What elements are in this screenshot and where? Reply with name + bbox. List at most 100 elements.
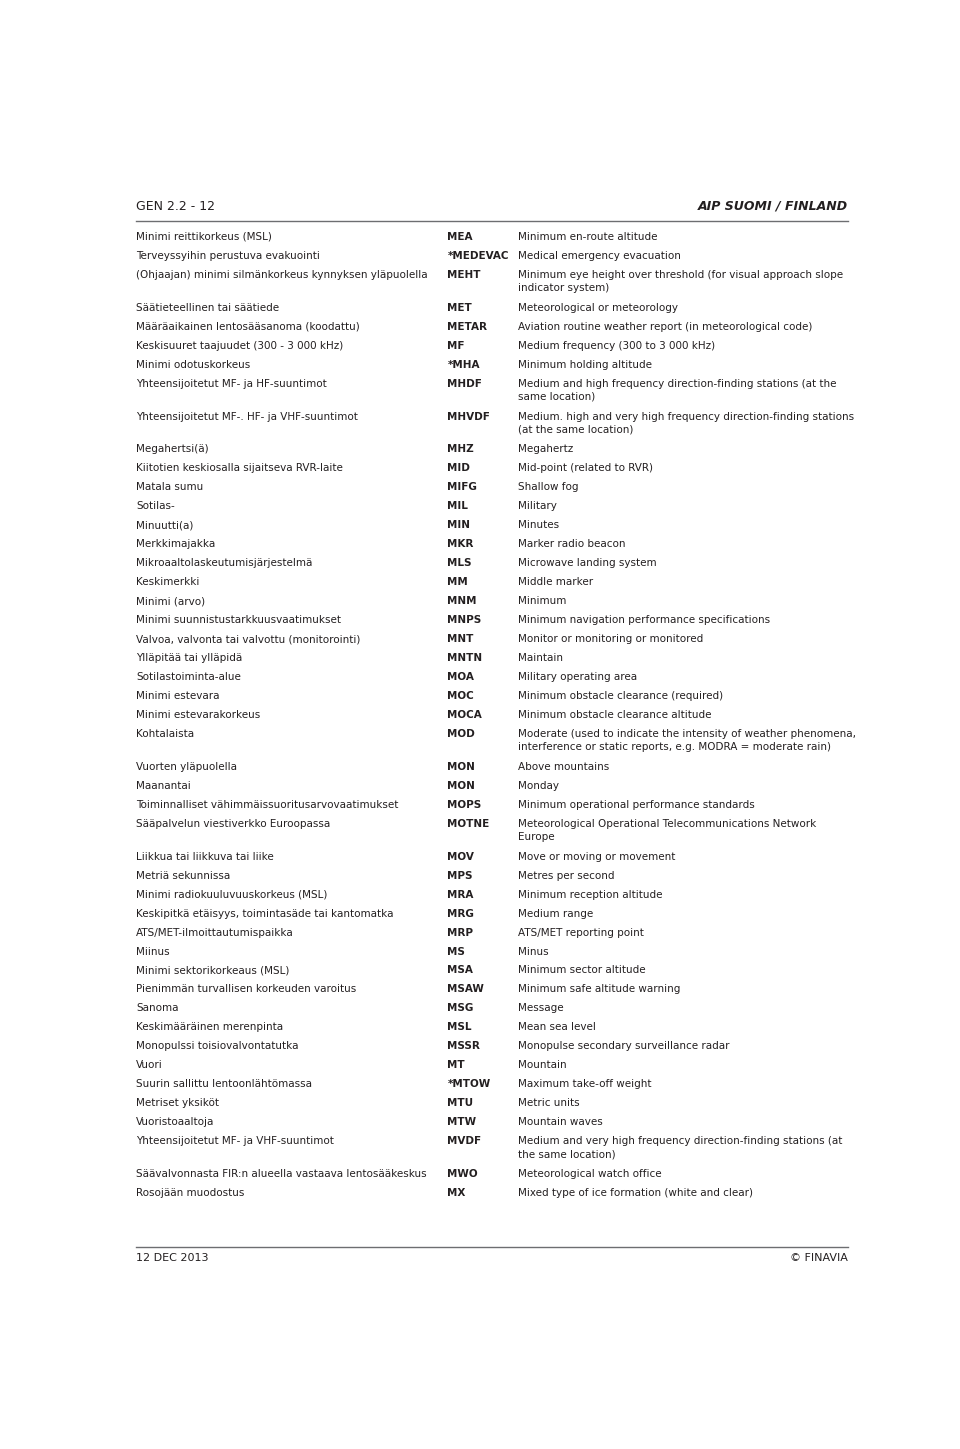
Text: AIP SUOMI / FINLAND: AIP SUOMI / FINLAND: [698, 200, 848, 213]
Text: Metres per second: Metres per second: [518, 871, 614, 881]
Text: MEHT: MEHT: [447, 270, 481, 280]
Text: MHZ: MHZ: [447, 445, 474, 455]
Text: MON: MON: [447, 781, 475, 791]
Text: Meteorological watch office: Meteorological watch office: [518, 1169, 661, 1179]
Text: MM: MM: [447, 577, 468, 587]
Text: Moderate (used to indicate the intensity of weather phenomena,
interference or s: Moderate (used to indicate the intensity…: [518, 729, 856, 752]
Text: Meteorological or meteorology: Meteorological or meteorology: [518, 303, 678, 313]
Text: MHVDF: MHVDF: [447, 412, 491, 422]
Text: MHDF: MHDF: [447, 378, 482, 388]
Text: Mean sea level: Mean sea level: [518, 1023, 596, 1032]
Text: Yhteensijoitetut MF- ja HF-suuntimot: Yhteensijoitetut MF- ja HF-suuntimot: [136, 378, 327, 388]
Text: Metriset yksiköt: Metriset yksiköt: [136, 1098, 220, 1108]
Text: Minimum obstacle clearance altitude: Minimum obstacle clearance altitude: [518, 710, 711, 720]
Text: Toiminnalliset vähimmäissuoritusarvovaatimukset: Toiminnalliset vähimmäissuoritusarvovaat…: [136, 800, 398, 810]
Text: Mountain: Mountain: [518, 1061, 566, 1071]
Text: Minimum navigation performance specifications: Minimum navigation performance specifica…: [518, 616, 770, 625]
Text: Määräaikainen lentosääsanoma (koodattu): Määräaikainen lentosääsanoma (koodattu): [136, 322, 360, 332]
Text: MKR: MKR: [447, 539, 473, 549]
Text: GEN 2.2 - 12: GEN 2.2 - 12: [136, 200, 215, 213]
Text: Megahertz: Megahertz: [518, 445, 573, 455]
Text: Sanoma: Sanoma: [136, 1003, 179, 1013]
Text: Medium and high frequency direction-finding stations (at the
same location): Medium and high frequency direction-find…: [518, 378, 836, 401]
Text: Above mountains: Above mountains: [518, 762, 610, 772]
Text: Minimi (arvo): Minimi (arvo): [136, 596, 205, 606]
Text: Sotilastoiminta-alue: Sotilastoiminta-alue: [136, 672, 241, 682]
Text: MNM: MNM: [447, 596, 477, 606]
Text: Metric units: Metric units: [518, 1098, 580, 1108]
Text: Monitor or monitoring or monitored: Monitor or monitoring or monitored: [518, 635, 704, 645]
Text: Keskimääräinen merenpinta: Keskimääräinen merenpinta: [136, 1023, 283, 1032]
Text: MET: MET: [447, 303, 472, 313]
Text: Merkkimajakka: Merkkimajakka: [136, 539, 216, 549]
Text: Maintain: Maintain: [518, 653, 563, 664]
Text: Minimum reception altitude: Minimum reception altitude: [518, 890, 662, 900]
Text: MOCA: MOCA: [447, 710, 482, 720]
Text: Rosojään muodostus: Rosojään muodostus: [136, 1188, 245, 1198]
Text: Matala sumu: Matala sumu: [136, 483, 204, 493]
Text: MOD: MOD: [447, 729, 475, 739]
Text: Minus: Minus: [518, 946, 549, 956]
Text: MIFG: MIFG: [447, 483, 477, 493]
Text: Terveyssyihin perustuva evakuointi: Terveyssyihin perustuva evakuointi: [136, 251, 321, 261]
Text: Miinus: Miinus: [136, 946, 170, 956]
Text: Yhteensijoitetut MF-. HF- ja VHF-suuntimot: Yhteensijoitetut MF-. HF- ja VHF-suuntim…: [136, 412, 358, 422]
Text: Minimi suunnistustarkkuusvaatimukset: Minimi suunnistustarkkuusvaatimukset: [136, 616, 342, 625]
Text: *MTOW: *MTOW: [447, 1080, 491, 1090]
Text: 12 DEC 2013: 12 DEC 2013: [136, 1253, 209, 1264]
Text: Liikkua tai liikkuva tai liike: Liikkua tai liikkuva tai liike: [136, 852, 275, 862]
Text: Middle marker: Middle marker: [518, 577, 593, 587]
Text: MSAW: MSAW: [447, 984, 484, 994]
Text: MX: MX: [447, 1188, 466, 1198]
Text: Keskisuuret taajuudet (300 - 3 000 kHz): Keskisuuret taajuudet (300 - 3 000 kHz): [136, 341, 344, 351]
Text: Minimi reittikorkeus (MSL): Minimi reittikorkeus (MSL): [136, 232, 273, 242]
Text: © FINAVIA: © FINAVIA: [790, 1253, 848, 1264]
Text: MOTNE: MOTNE: [447, 819, 490, 829]
Text: Microwave landing system: Microwave landing system: [518, 558, 657, 568]
Text: MSL: MSL: [447, 1023, 472, 1032]
Text: *MEDEVAC: *MEDEVAC: [447, 251, 509, 261]
Text: MPS: MPS: [447, 871, 473, 881]
Text: MNTN: MNTN: [447, 653, 483, 664]
Text: Megahertsi(ä): Megahertsi(ä): [136, 445, 209, 455]
Text: Kiitotien keskiosalla sijaitseva RVR-laite: Kiitotien keskiosalla sijaitseva RVR-lai…: [136, 464, 344, 474]
Text: *MHA: *MHA: [447, 359, 480, 369]
Text: Medical emergency evacuation: Medical emergency evacuation: [518, 251, 681, 261]
Text: Vuori: Vuori: [136, 1061, 163, 1071]
Text: METAR: METAR: [447, 322, 488, 332]
Text: ATS/MET-ilmoittautumispaikka: ATS/MET-ilmoittautumispaikka: [136, 927, 294, 938]
Text: Minimum sector altitude: Minimum sector altitude: [518, 965, 646, 975]
Text: MRP: MRP: [447, 927, 473, 938]
Text: MIL: MIL: [447, 501, 468, 511]
Text: Monopulssi toisiovalvontatutka: Monopulssi toisiovalvontatutka: [136, 1042, 299, 1052]
Text: Maximum take-off weight: Maximum take-off weight: [518, 1080, 652, 1090]
Text: MON: MON: [447, 762, 475, 772]
Text: (Ohjaajan) minimi silmänkorkeus kynnyksen yläpuolella: (Ohjaajan) minimi silmänkorkeus kynnykse…: [136, 270, 428, 280]
Text: Ylläpitää tai ylläpidä: Ylläpitää tai ylläpidä: [136, 653, 243, 664]
Text: Pienimmän turvallisen korkeuden varoitus: Pienimmän turvallisen korkeuden varoitus: [136, 984, 356, 994]
Text: MOPS: MOPS: [447, 800, 482, 810]
Text: Minimum holding altitude: Minimum holding altitude: [518, 359, 652, 369]
Text: Minuutti(a): Minuutti(a): [136, 520, 194, 530]
Text: Minimi estevarakorkeus: Minimi estevarakorkeus: [136, 710, 260, 720]
Text: Move or moving or movement: Move or moving or movement: [518, 852, 676, 862]
Text: Medium range: Medium range: [518, 909, 593, 919]
Text: Minimi radiokuuluvuuskorkeus (MSL): Minimi radiokuuluvuuskorkeus (MSL): [136, 890, 327, 900]
Text: MSG: MSG: [447, 1003, 473, 1013]
Text: MT: MT: [447, 1061, 465, 1071]
Text: MTU: MTU: [447, 1098, 473, 1108]
Text: Minimi sektorikorkeaus (MSL): Minimi sektorikorkeaus (MSL): [136, 965, 290, 975]
Text: MOA: MOA: [447, 672, 474, 682]
Text: Mountain waves: Mountain waves: [518, 1117, 603, 1127]
Text: Suurin sallittu lentoonlähtömassa: Suurin sallittu lentoonlähtömassa: [136, 1080, 312, 1090]
Text: Sääpalvelun viestiverkko Euroopassa: Sääpalvelun viestiverkko Euroopassa: [136, 819, 330, 829]
Text: Marker radio beacon: Marker radio beacon: [518, 539, 626, 549]
Text: Vuoristoaaltoja: Vuoristoaaltoja: [136, 1117, 215, 1127]
Text: Minutes: Minutes: [518, 520, 559, 530]
Text: Mikroaaltolaskeutumisjärjestelmä: Mikroaaltolaskeutumisjärjestelmä: [136, 558, 313, 568]
Text: MTW: MTW: [447, 1117, 476, 1127]
Text: Meteorological Operational Telecommunications Network
Europe: Meteorological Operational Telecommunica…: [518, 819, 816, 842]
Text: Minimum eye height over threshold (for visual approach slope
indicator system): Minimum eye height over threshold (for v…: [518, 270, 843, 293]
Text: Aviation routine weather report (in meteorological code): Aviation routine weather report (in mete…: [518, 322, 812, 332]
Text: Military: Military: [518, 501, 557, 511]
